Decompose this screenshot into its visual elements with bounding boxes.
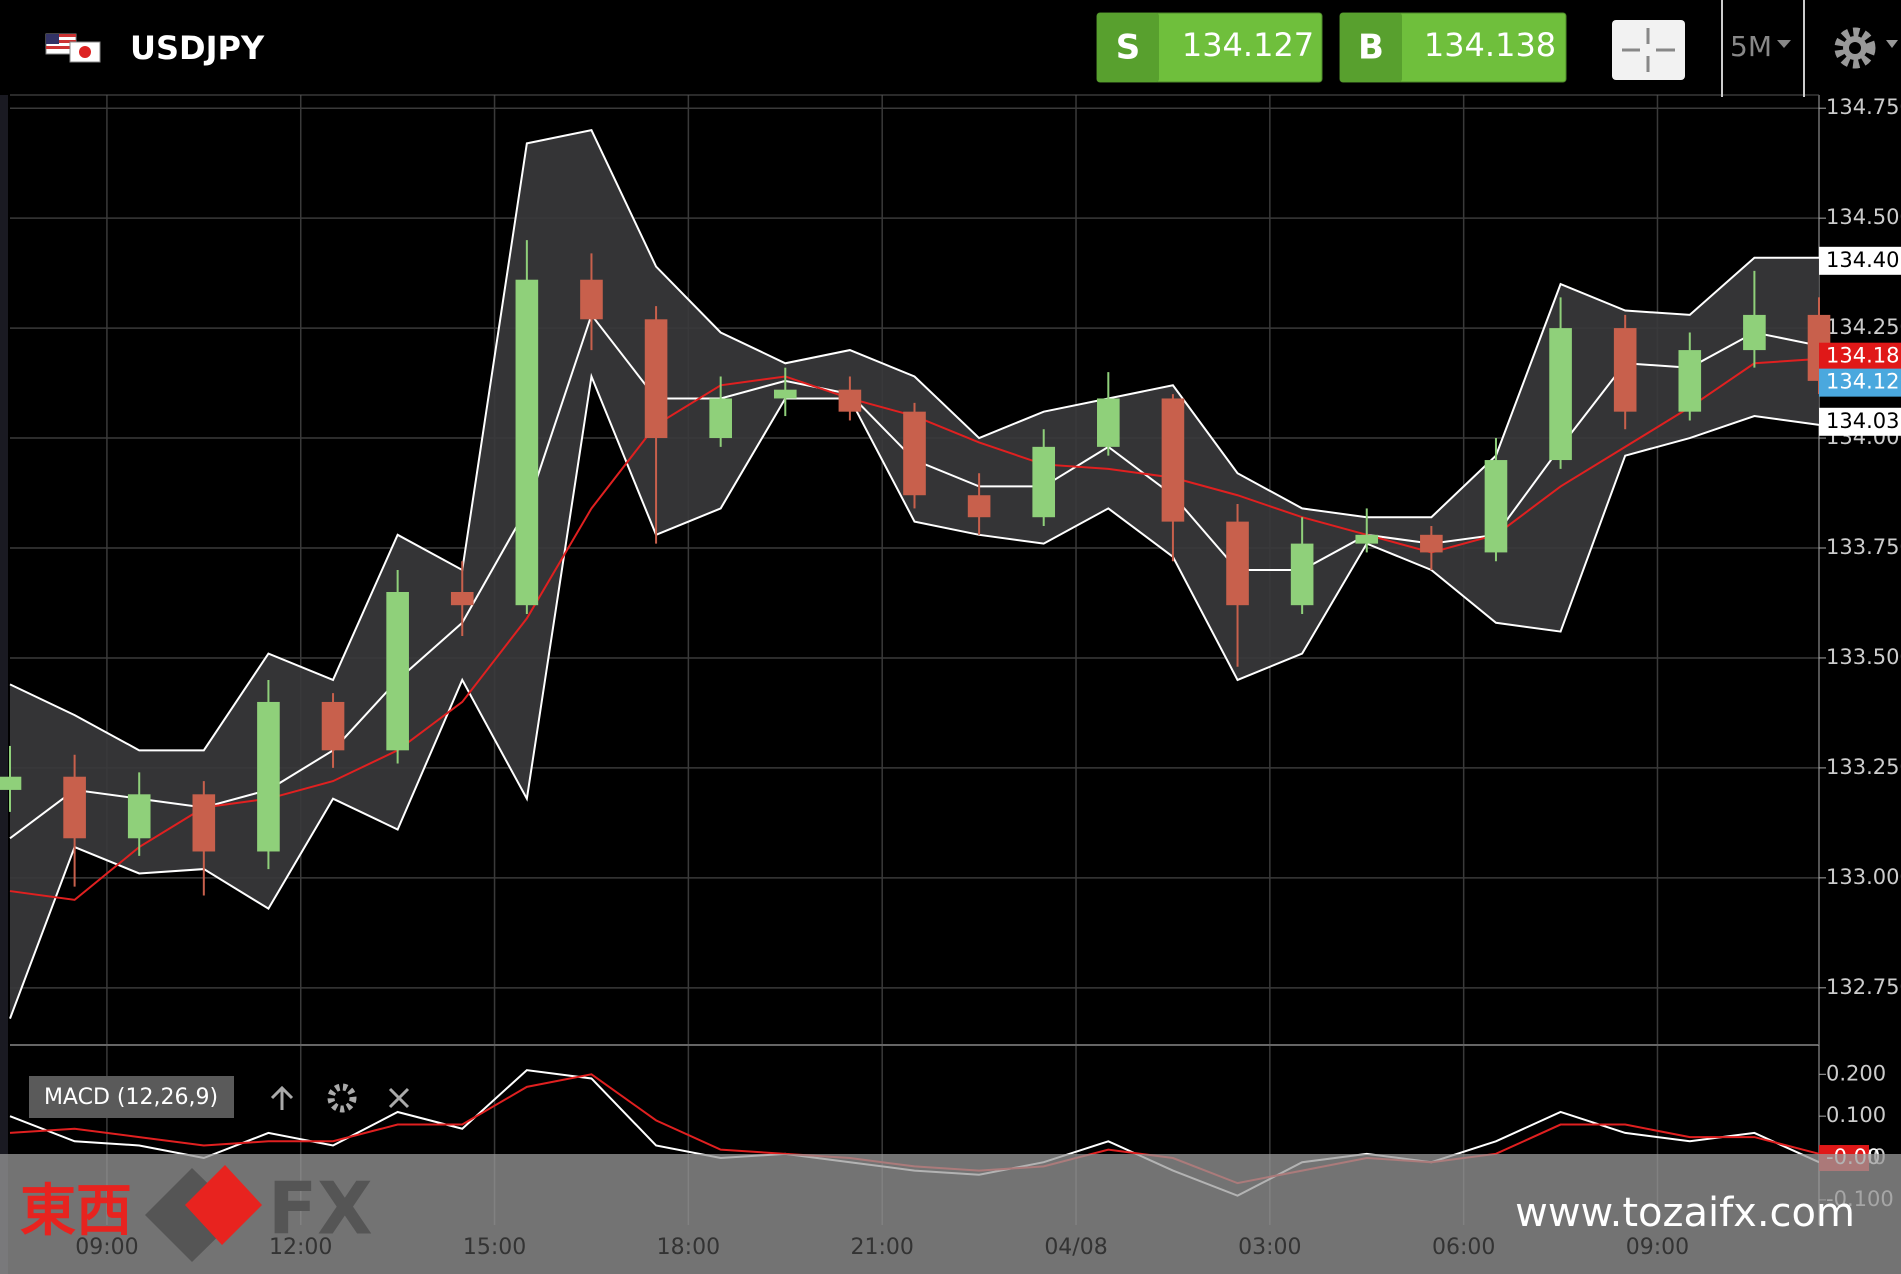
buy-button[interactable]: B 134.138 bbox=[1339, 12, 1567, 83]
y-tick-label: 134.500 bbox=[1826, 205, 1901, 229]
x-tick-label: 09:00 bbox=[1626, 1235, 1689, 1260]
x-tick-label: 21:00 bbox=[850, 1235, 913, 1260]
candle-body bbox=[1678, 350, 1702, 412]
candle-body bbox=[773, 389, 797, 399]
x-tick-label: 15:00 bbox=[463, 1235, 526, 1260]
timeframe: 5M bbox=[1730, 30, 1772, 63]
watermark-logo bbox=[145, 1165, 262, 1262]
candle-body bbox=[386, 591, 409, 751]
candle-body bbox=[1097, 398, 1120, 447]
candle-body bbox=[321, 701, 345, 751]
sell-price: 134.127 bbox=[1182, 26, 1314, 64]
candle-body bbox=[1484, 460, 1508, 553]
x-axis: 09:00 12:00 15:00 18:00 21:00 04/08 03:00 06:00… bbox=[75, 1235, 1689, 1260]
candle-body bbox=[838, 389, 862, 412]
y-tick-label: 133.250 bbox=[1826, 755, 1901, 779]
x-tick-label: 12:00 bbox=[269, 1235, 332, 1260]
symbol: USDJPY bbox=[130, 29, 265, 67]
candle-body bbox=[1743, 314, 1766, 351]
indicator-line bbox=[9, 129, 1819, 752]
candle-body bbox=[903, 411, 926, 496]
move-up-icon[interactable] bbox=[270, 1085, 294, 1110]
y-tick-label: 0.100 bbox=[1826, 1103, 1886, 1127]
candle-body bbox=[1161, 398, 1185, 522]
y-tick-label: 132.750 bbox=[1826, 975, 1901, 999]
candle-body bbox=[257, 701, 280, 852]
price-tag bbox=[1819, 246, 1901, 275]
candle-body bbox=[580, 279, 603, 320]
y-tick-label: 134.750 bbox=[1826, 95, 1901, 119]
x-tick-label: 03:00 bbox=[1238, 1235, 1301, 1260]
price-tag bbox=[1819, 342, 1901, 371]
candle-body bbox=[967, 495, 991, 518]
candle-body bbox=[0, 776, 22, 790]
y-tick-label: 133.000 bbox=[1826, 865, 1901, 889]
left-edge bbox=[0, 0, 8, 1274]
candle-body bbox=[450, 591, 474, 606]
watermark-brand-jp: 東西 bbox=[20, 1179, 132, 1244]
price-tag-label: 134.037 bbox=[1826, 409, 1901, 433]
y-tick-label: 133.750 bbox=[1826, 535, 1901, 559]
candle-body bbox=[644, 319, 668, 439]
buy-price: 134.138 bbox=[1424, 26, 1556, 64]
watermark-brand: FX bbox=[268, 1167, 373, 1251]
price-tag-label: 134.403 bbox=[1826, 248, 1901, 272]
x-tick-label: 18:00 bbox=[657, 1235, 720, 1260]
candle-body bbox=[1613, 328, 1637, 412]
crosshair-button[interactable] bbox=[1612, 20, 1685, 80]
candle-body bbox=[1032, 446, 1056, 518]
candle-body bbox=[1290, 543, 1314, 606]
bollinger-band bbox=[10, 130, 1819, 1019]
candle-body bbox=[1355, 534, 1379, 544]
candle-body bbox=[63, 776, 86, 839]
candle-body bbox=[1420, 534, 1443, 553]
buy-label: B bbox=[1358, 28, 1384, 68]
y-tick-label: 133.500 bbox=[1826, 645, 1901, 669]
price-tag bbox=[1819, 368, 1901, 397]
y-tick-label: 134.250 bbox=[1826, 315, 1901, 339]
x-tick-label: 06:00 bbox=[1432, 1235, 1495, 1260]
price-tag bbox=[1819, 407, 1901, 436]
macd-settings-icon[interactable] bbox=[327, 1083, 357, 1113]
flag-icon bbox=[45, 33, 101, 63]
candle-body bbox=[515, 279, 539, 606]
header-bar bbox=[0, 0, 1901, 95]
sell-label: S bbox=[1116, 28, 1141, 68]
x-tick-label: 04/08 bbox=[1044, 1235, 1107, 1260]
watermark-url: www.tozaifx.com bbox=[1515, 1190, 1855, 1236]
indicator-line bbox=[9, 372, 1820, 1019]
sell-button[interactable]: S 134.127 bbox=[1096, 12, 1323, 83]
candle-body bbox=[192, 794, 216, 852]
close-icon[interactable] bbox=[388, 1087, 410, 1109]
timeframe-dropdown[interactable]: 5M bbox=[1730, 30, 1791, 63]
candle-body bbox=[709, 398, 732, 439]
candle-body bbox=[1549, 328, 1572, 461]
price-tag-label: 134.185 bbox=[1826, 344, 1901, 368]
macd-label-box bbox=[29, 1076, 234, 1118]
candle-body bbox=[127, 794, 151, 839]
candle-body bbox=[1226, 521, 1249, 606]
settings-button[interactable] bbox=[1834, 27, 1898, 69]
y-tick-label: 0.200 bbox=[1826, 1061, 1886, 1085]
x-tick-label: 09:00 bbox=[75, 1235, 138, 1260]
watermark-band bbox=[0, 1154, 1901, 1274]
price-tag-label: 134.126 bbox=[1826, 370, 1901, 394]
macd-title: MACD (12,26,9) bbox=[44, 1085, 218, 1110]
